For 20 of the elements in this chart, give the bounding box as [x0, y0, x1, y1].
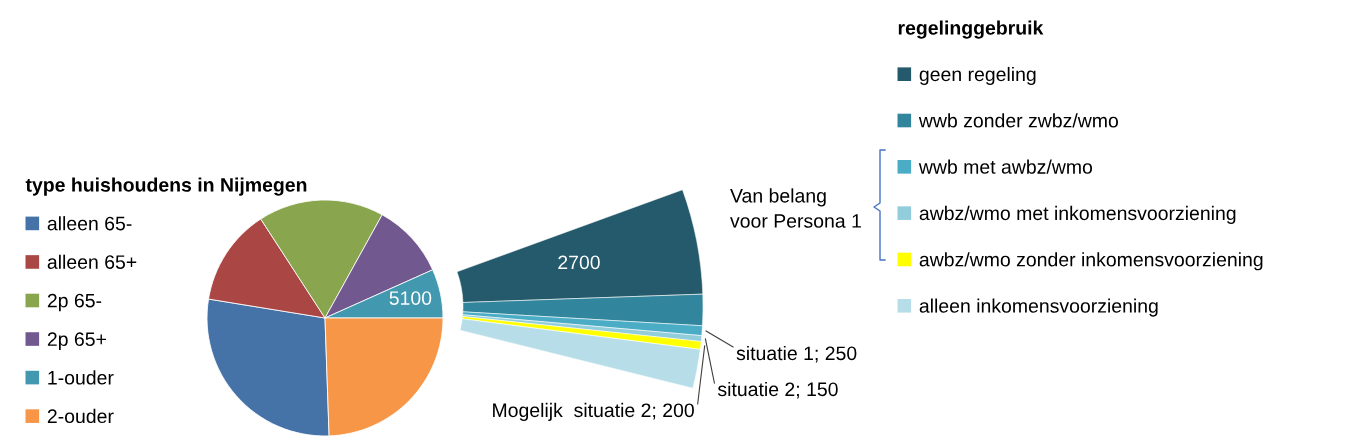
legend-label: wwb met awbz/wmo — [918, 159, 1093, 174]
legend-label: geen regeling — [919, 66, 1036, 86]
legend-label: alleen 65+ — [47, 254, 137, 269]
data-label: situatie 2; 150 — [717, 381, 838, 399]
legend-label: alleen 65- — [47, 216, 132, 231]
legend-title: regelinggebruik — [898, 20, 1044, 39]
data-label: Mogelijk situatie 2; 200 — [493, 402, 694, 421]
data-label: situatie 1; 250 — [736, 345, 857, 363]
data-label: 2700 — [558, 255, 600, 270]
legend-label: 2p 65+ — [47, 332, 106, 350]
legend-label: awbz/wmo zonder inkomensvoorziening — [919, 252, 1263, 271]
legend-label: wwb zonder zwbz/wmo — [918, 113, 1118, 128]
legend-label: 1-ouder — [48, 370, 114, 385]
legend-label: 2p 65- — [47, 293, 102, 312]
legend-title: type huishoudens in Nijmegen — [25, 177, 307, 196]
data-label: 5100 — [389, 291, 432, 305]
legend-label: 2-ouder — [47, 408, 114, 424]
legend-label: alleen inkomensvoorziening — [919, 298, 1158, 317]
legend-label: awbz/wmo met inkomensvoorziening — [919, 205, 1236, 224]
text: Van belang voor Persona 1 — [730, 188, 861, 228]
